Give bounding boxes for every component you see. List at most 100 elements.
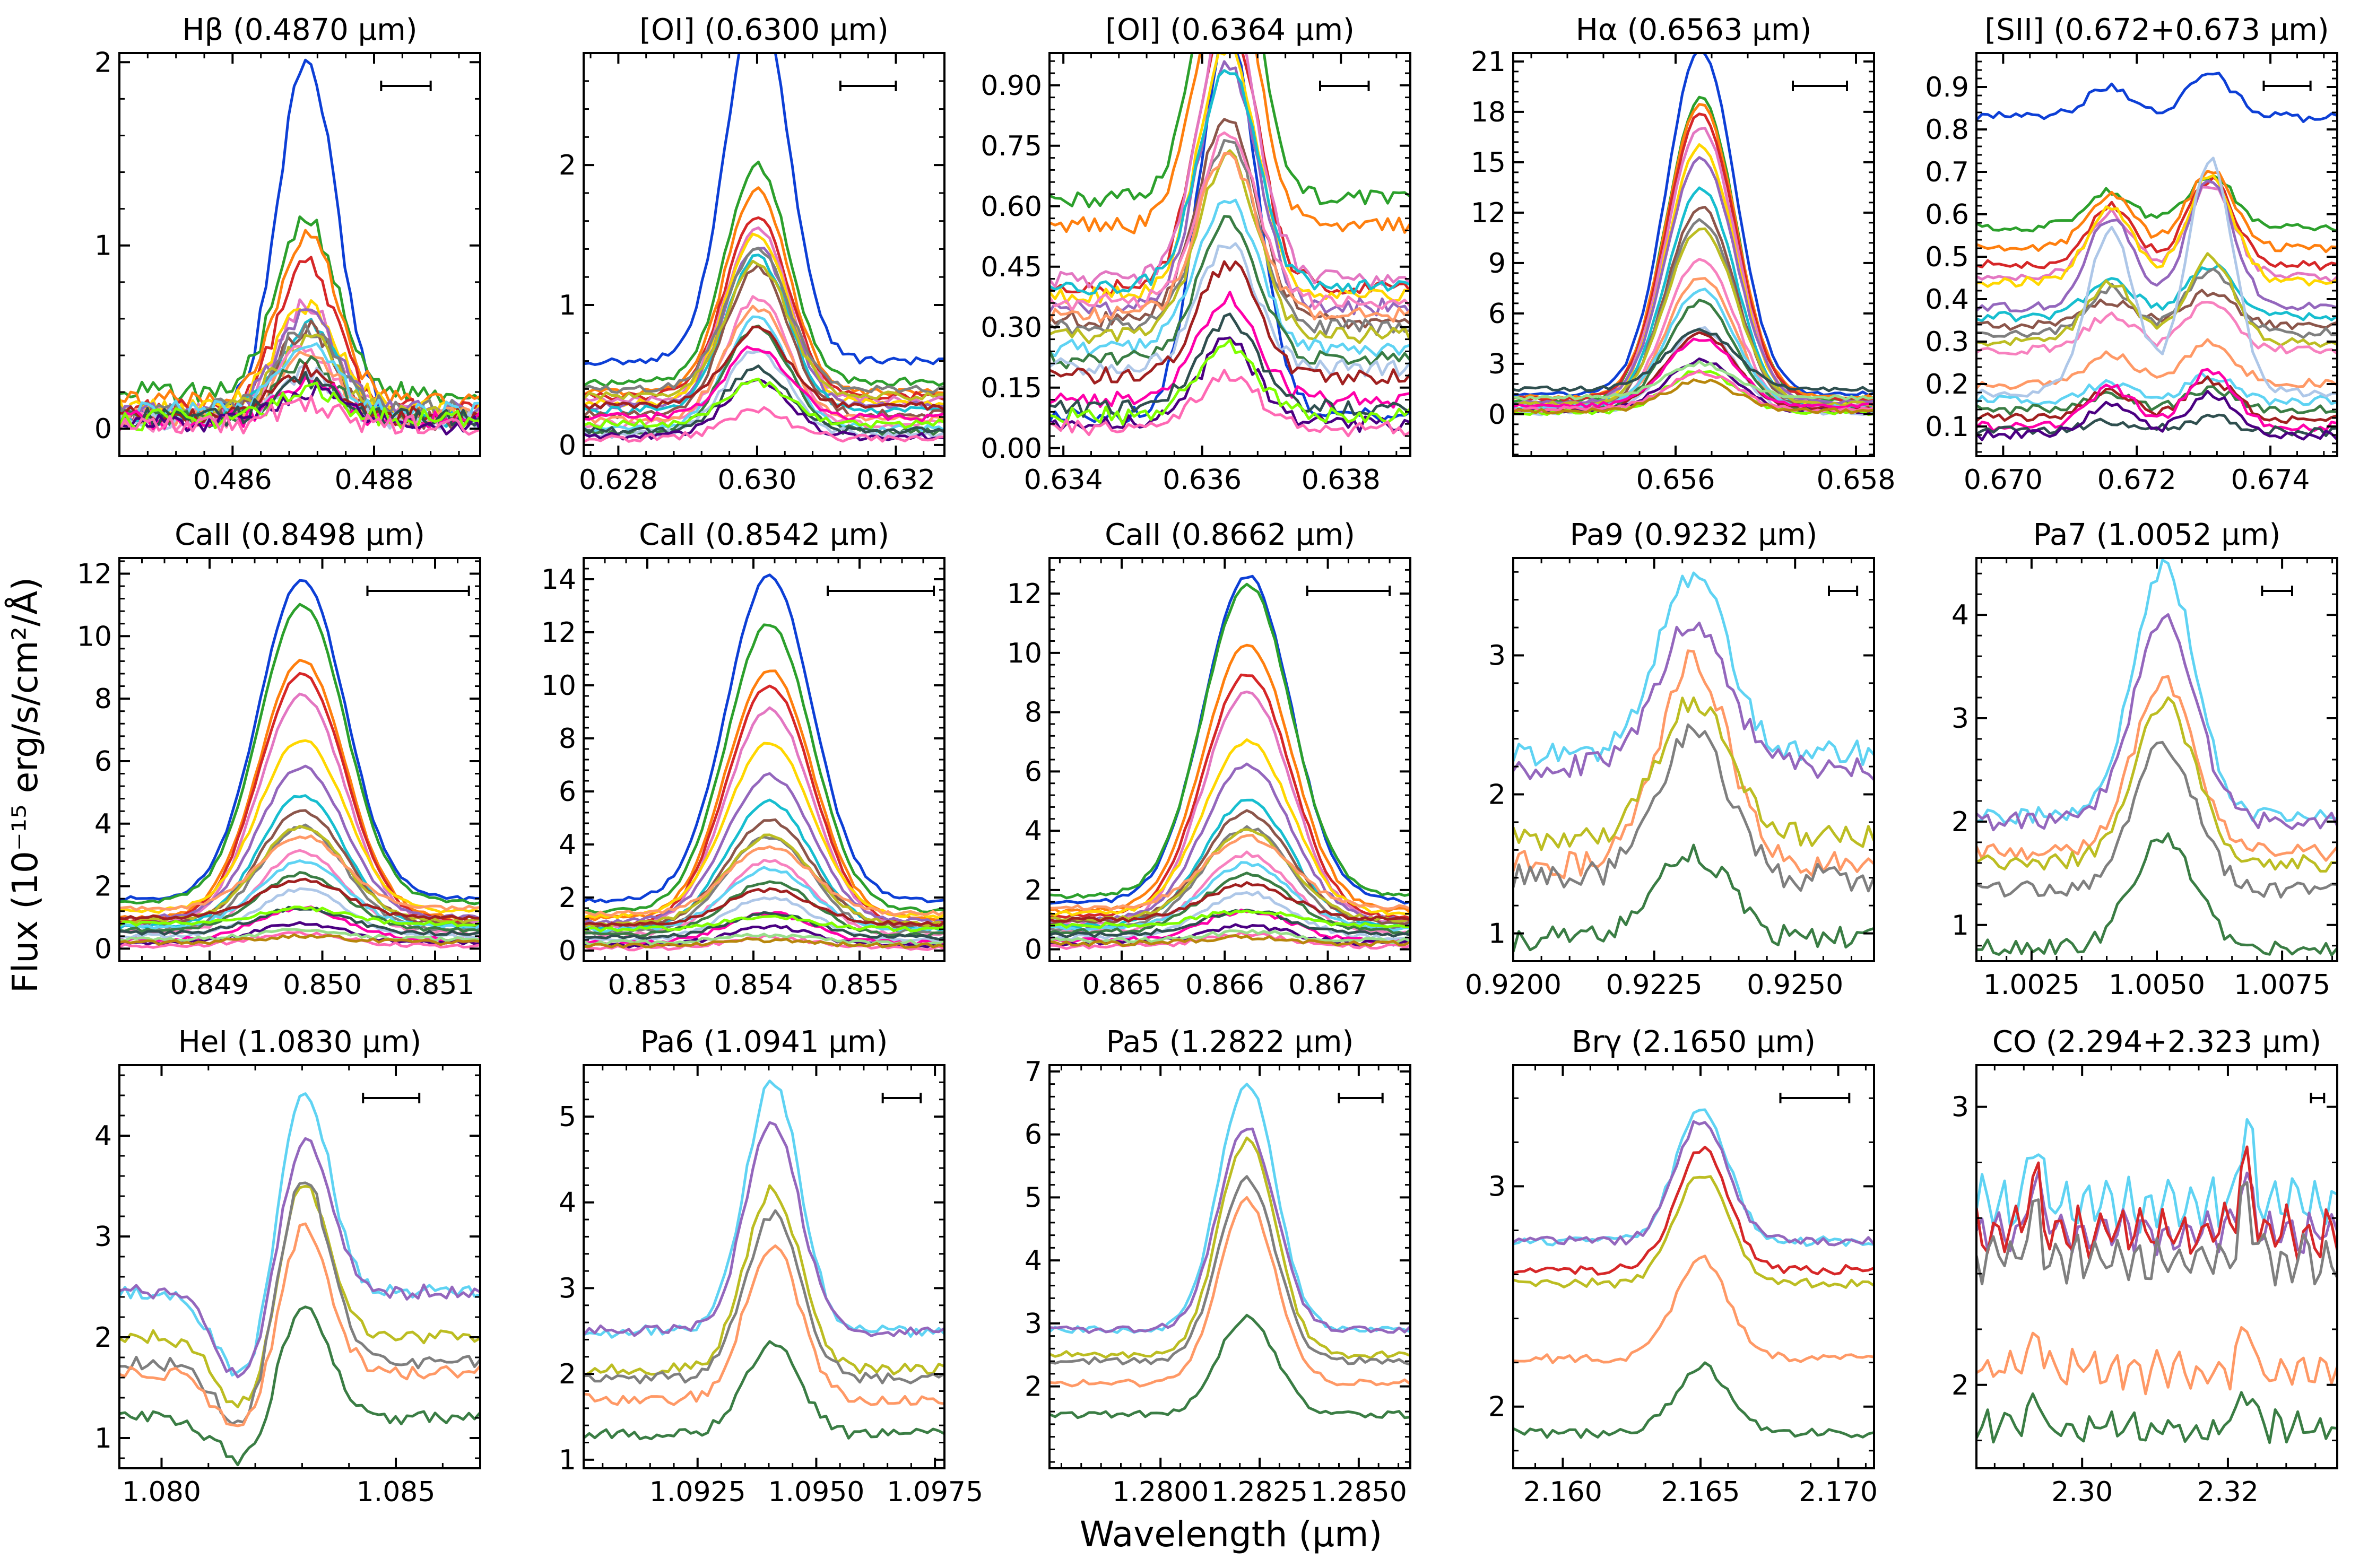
x-tick-label: 1.2850 (1311, 1476, 1407, 1508)
series-line (1513, 95, 1874, 404)
series-group (1976, 1118, 2337, 1444)
series-line (1513, 621, 1874, 781)
y-tick-label: 0.75 (981, 130, 1042, 162)
series-line (584, 216, 944, 401)
series-line (1049, 762, 1410, 923)
series-line (119, 603, 480, 905)
series-line (119, 395, 480, 436)
panel-frame (583, 557, 946, 962)
x-tick-label: 2.30 (2051, 1476, 2113, 1508)
series-line (1513, 360, 1874, 401)
y-tick-label: 2 (94, 47, 112, 79)
series-line (1976, 72, 2337, 123)
series-line (584, 345, 944, 423)
series-line (1976, 338, 2337, 390)
x-tick-label: 2.160 (1523, 1476, 1602, 1508)
series-group (1976, 559, 2337, 956)
series-line (1049, 53, 1410, 208)
series-line (584, 914, 944, 933)
series-line (584, 772, 944, 925)
series-group (1513, 571, 1874, 953)
series-line (584, 859, 944, 938)
x-tick-label: 0.854 (714, 969, 793, 1001)
series-line (1513, 1145, 1874, 1276)
y-tick-label: 2 (559, 882, 576, 914)
y-tick-label: 4 (1951, 599, 1969, 631)
panel-5: [SII] (0.672+0.673 μm) 0.670 0.672 0.674 0.1… (1925, 13, 2338, 496)
y-tick-label: 1 (94, 1423, 112, 1454)
series-line (1976, 1391, 2337, 1444)
series-line (584, 160, 944, 388)
series-line (1049, 909, 1410, 929)
series-line (119, 342, 480, 422)
series-line (1976, 613, 2337, 832)
series-line (584, 933, 944, 946)
x-tick-label: 0.634 (1024, 464, 1103, 496)
x-tick-label: 0.658 (1817, 464, 1896, 496)
series-line (1513, 1255, 1874, 1364)
series-line (1049, 60, 1410, 317)
x-tick-label: 0.851 (396, 969, 475, 1001)
y-tick-label: 6 (1025, 1119, 1042, 1151)
y-tick-label: 4 (94, 808, 112, 840)
panel-frame (118, 52, 481, 457)
panel-frame (1975, 1064, 2338, 1469)
series-line (1976, 252, 2337, 348)
series-line (1513, 143, 1874, 410)
series-line (1513, 571, 1874, 766)
y-tick-label: 2 (1951, 1370, 1969, 1401)
y-tick-label: 12 (1007, 578, 1042, 610)
panel-10: Pa7 (1.0052 μm) 1.0025 1.0050 1.0075 1 2 3 4 (1951, 518, 2338, 1001)
series-line (119, 1222, 480, 1427)
series-line (1513, 1361, 1874, 1439)
series-line (584, 247, 944, 394)
series-line (1049, 881, 1410, 923)
series-line (119, 658, 480, 920)
y-tick-label: 6 (559, 776, 576, 808)
series-line (1976, 385, 2337, 416)
series-line (1513, 696, 1874, 851)
series-line (584, 304, 944, 425)
y-tick-label: 1 (559, 290, 576, 321)
series-line (1513, 1120, 1874, 1247)
x-tick-label: 0.670 (1964, 464, 2043, 496)
panel-frame (1512, 1064, 1875, 1469)
y-tick-label: 0.00 (981, 433, 1042, 465)
series-line (584, 263, 944, 420)
y-tick-label: 0.2 (1925, 369, 1969, 400)
y-tick-label: 12 (541, 617, 576, 649)
series-line (119, 933, 480, 946)
y-tick-label: 0 (559, 935, 576, 967)
panel-15: CO (2.294+2.323 μm) 2.30 2.32 2 3 (1951, 1025, 2338, 1508)
series-group (1513, 53, 1874, 416)
series-line (584, 684, 944, 927)
x-tick-label: 2.165 (1661, 1476, 1740, 1508)
y-tick-label: 15 (1471, 147, 1506, 179)
y-tick-label: 3 (559, 1273, 576, 1304)
series-line (1049, 291, 1410, 409)
panel-frame (1048, 1064, 1411, 1469)
series-line (1976, 741, 2337, 899)
series-line (1513, 112, 1874, 402)
x-tick-label: 0.656 (1636, 464, 1715, 496)
series-line (1513, 723, 1874, 893)
panel-title: CO (2.294+2.323 μm) (1992, 1025, 2321, 1059)
y-tick-label: 2 (1025, 1371, 1042, 1403)
y-tick-label: 0 (94, 933, 112, 965)
panel-frame (1512, 52, 1875, 457)
series-line (1513, 328, 1874, 393)
series-line (119, 905, 480, 937)
panel-3: [OI] (0.6364 μm) 0.634 0.636 0.638 0.00 0.15 0… (981, 13, 1411, 496)
y-tick-label: 3 (1025, 1308, 1042, 1340)
series-line (1049, 369, 1410, 438)
y-tick-label: 0.7 (1925, 156, 1969, 188)
series-line (584, 887, 944, 927)
series-line (1049, 131, 1410, 312)
panel-title: HeI (1.0830 μm) (178, 1025, 422, 1059)
panel-2: [OI] (0.6300 μm) 0.628 0.630 0.632 0 1 2 (559, 13, 946, 496)
y-tick-label: 2 (94, 1322, 112, 1354)
panel-6: CaII (0.8498 μm) 0.849 0.850 0.851 0 2 4 6 8 10 12 (77, 518, 481, 1001)
y-tick-label: 1 (1488, 918, 1506, 950)
y-tick-label: 6 (94, 746, 112, 778)
